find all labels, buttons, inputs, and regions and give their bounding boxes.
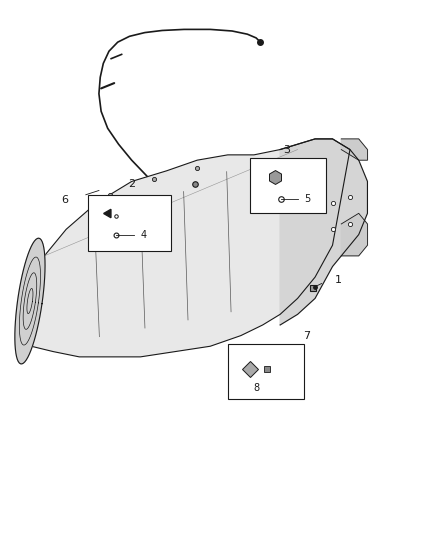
Text: 8: 8 [253,383,259,393]
Polygon shape [280,139,367,325]
Text: 5: 5 [304,195,311,204]
Text: 7: 7 [303,331,310,341]
Polygon shape [341,139,367,160]
Polygon shape [15,238,45,364]
Text: 4: 4 [141,230,147,240]
Bar [250,158,326,213]
Text: 3: 3 [283,145,290,155]
Text: 1: 1 [335,275,342,285]
Polygon shape [31,139,350,357]
Text: 6: 6 [61,195,68,205]
Bar [228,344,304,399]
Bar [88,195,171,251]
Text: 2: 2 [128,180,135,189]
Polygon shape [341,213,367,256]
